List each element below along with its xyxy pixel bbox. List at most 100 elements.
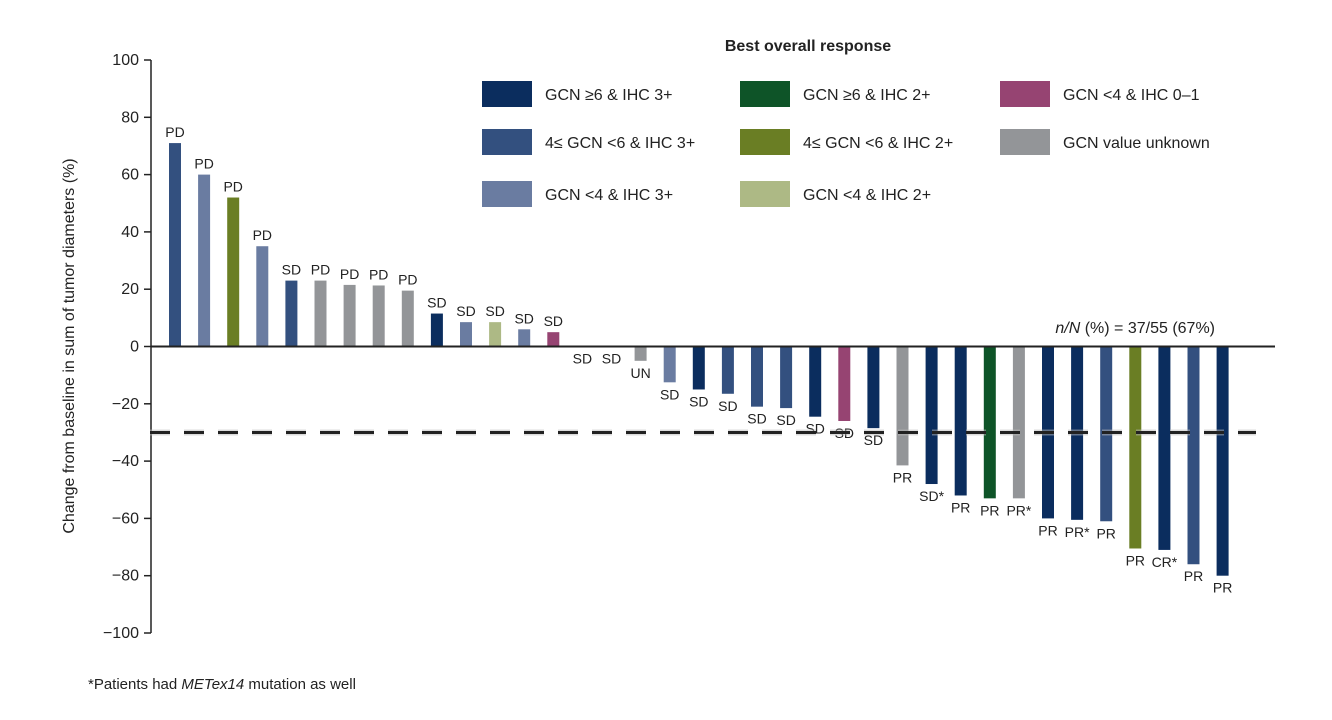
bar-label: PD — [340, 266, 359, 282]
bar — [663, 346, 676, 383]
bar-label: SD — [689, 393, 708, 409]
bar-label: PR — [1096, 525, 1115, 541]
legend-title: Best overall response — [725, 38, 891, 55]
bar — [518, 329, 531, 347]
annotation-italic: n/N — [1055, 320, 1080, 337]
bar-label: PR* — [1006, 502, 1031, 518]
bar-label: PD — [223, 179, 242, 195]
bar — [372, 285, 385, 347]
bar — [401, 290, 414, 347]
y-tick-label: 60 — [121, 167, 139, 184]
bar — [634, 346, 647, 361]
bar-label: PD — [165, 124, 184, 140]
bar — [489, 322, 502, 347]
bar — [198, 174, 211, 347]
response-rate-annotation: n/N (%) = 37/55 (67%) — [1055, 320, 1215, 337]
bar-label: PD — [369, 266, 388, 282]
y-tick-label: 20 — [121, 281, 139, 298]
legend-swatch — [740, 129, 790, 155]
bar-label: UN — [630, 365, 650, 381]
y-tick-label: 0 — [130, 339, 139, 356]
bar-label: PR — [893, 469, 912, 485]
footnote-prefix: *Patients had — [88, 676, 182, 693]
bar — [838, 346, 851, 421]
bar — [256, 246, 269, 347]
footnote-italic: METex14 — [181, 676, 245, 693]
y-tick-label: 40 — [121, 224, 139, 241]
y-tick-label: −20 — [112, 396, 139, 413]
bar — [692, 346, 705, 390]
legend-swatch — [482, 181, 532, 207]
bar — [460, 322, 472, 347]
bar — [547, 332, 560, 347]
legend-label: GCN <4 & IHC 0–1 — [1063, 87, 1200, 104]
bar-label: SD — [660, 386, 679, 402]
bar-label: PR — [1038, 522, 1057, 538]
bar-label: SD — [864, 432, 883, 448]
bar — [430, 313, 443, 347]
y-tick-label: −80 — [112, 568, 139, 585]
bar-label: PR — [980, 502, 999, 518]
bar-label: SD — [427, 295, 446, 311]
legend-swatch — [740, 181, 790, 207]
bar-label: SD — [282, 262, 301, 278]
bar — [1012, 346, 1025, 499]
bar-label: SD — [718, 398, 737, 414]
bar — [343, 284, 356, 347]
bar-label: CR* — [1152, 554, 1178, 570]
bar — [896, 346, 909, 466]
bar-label: SD — [747, 411, 766, 427]
bar — [314, 280, 327, 347]
bar — [751, 346, 763, 407]
legend-swatch — [482, 81, 532, 107]
bar-label: PR — [1184, 568, 1203, 584]
y-tick-label: 80 — [121, 109, 139, 126]
bar-label: SD — [776, 412, 795, 428]
bar-label: PR* — [1065, 524, 1090, 540]
bar — [169, 143, 181, 347]
footnote-suffix: mutation as well — [244, 676, 356, 693]
bar — [1216, 346, 1229, 576]
bar-label: SD* — [919, 488, 944, 504]
chart-svg: Change from baseline in sum of tumor dia… — [61, 38, 1275, 642]
y-tick-label: 100 — [112, 52, 139, 69]
bar — [285, 280, 298, 347]
y-tick-label: −60 — [112, 510, 139, 527]
bar-label: PD — [194, 156, 213, 172]
legend-swatch — [1000, 81, 1050, 107]
bar — [925, 346, 938, 485]
bar-label: SD — [573, 351, 592, 367]
bar — [780, 346, 793, 409]
bar-label: SD — [602, 351, 621, 367]
legend-label: GCN ≥6 & IHC 2+ — [803, 87, 930, 104]
legend-swatch — [1000, 129, 1050, 155]
bar — [721, 346, 734, 394]
bar — [867, 346, 880, 429]
bar-label: PD — [398, 272, 417, 288]
bar-label: SD — [485, 303, 504, 319]
bar — [809, 346, 822, 417]
bar-label: PD — [311, 262, 330, 278]
bar-label: PR — [1126, 552, 1145, 568]
legend-label: GCN ≥6 & IHC 3+ — [545, 87, 672, 104]
legend-label: 4≤ GCN <6 & IHC 2+ — [803, 135, 953, 152]
bar-label: SD — [514, 310, 533, 326]
legend-label: GCN <4 & IHC 3+ — [545, 187, 673, 204]
footnote: *Patients had METex14 mutation as well — [88, 676, 356, 693]
bar-label: PR — [1213, 580, 1232, 596]
legend-label: GCN value unknown — [1063, 135, 1210, 152]
bar-label: SD — [456, 303, 475, 319]
legend-label: GCN <4 & IHC 2+ — [803, 187, 931, 204]
bar-label: SD — [544, 313, 563, 329]
bar — [1129, 346, 1142, 549]
bar — [227, 197, 240, 347]
legend-swatch — [740, 81, 790, 107]
legend-swatch — [482, 129, 532, 155]
bar-label: PD — [253, 227, 272, 243]
bar — [1158, 346, 1171, 550]
bar — [983, 346, 996, 499]
legend-label: 4≤ GCN <6 & IHC 3+ — [545, 135, 695, 152]
annotation-text: (%) = 37/55 (67%) — [1080, 320, 1215, 337]
bar — [1187, 346, 1200, 565]
